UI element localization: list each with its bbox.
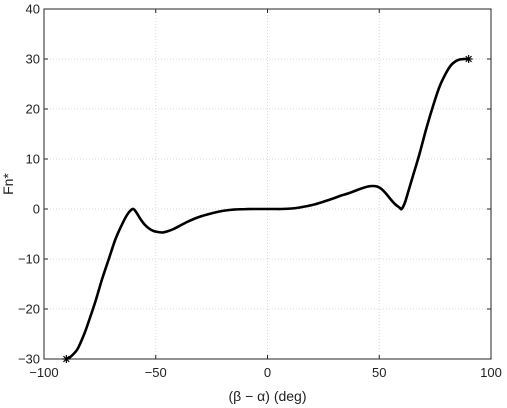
y-tick-label: −30 — [18, 352, 40, 367]
x-tick-label: −100 — [29, 365, 58, 380]
asterisk-marker — [62, 355, 71, 363]
endpoint-markers — [62, 55, 473, 363]
y-tick-label: −10 — [18, 252, 40, 267]
x-tick-label: 50 — [372, 365, 386, 380]
y-tick-label: 10 — [26, 152, 40, 167]
y-tick-label: 20 — [26, 102, 40, 117]
y-tick-label: 0 — [33, 202, 40, 217]
asterisk-marker — [464, 55, 473, 63]
grid-lines — [44, 9, 491, 359]
y-tick-label: −20 — [18, 302, 40, 317]
x-tick-label: 100 — [480, 365, 502, 380]
x-tick-label: −50 — [145, 365, 167, 380]
series-line-fn — [65, 57, 470, 361]
y-tick-label: 30 — [26, 52, 40, 67]
y-axis-label: Fn* — [0, 173, 16, 195]
y-tick-label: 40 — [26, 2, 40, 17]
x-axis-label: (β − α) (deg) — [229, 388, 307, 404]
x-tick-label: 0 — [264, 365, 271, 380]
